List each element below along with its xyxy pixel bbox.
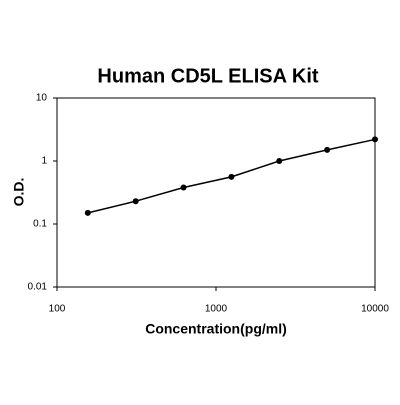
data-point (228, 173, 235, 180)
x-tick-label: 10000 (361, 304, 389, 315)
y-axis-label: O.D. (11, 178, 27, 207)
y-tick-label: 1 (41, 156, 47, 167)
data-point (324, 146, 331, 153)
x-axis-label: Concentration(pg/ml) (145, 321, 287, 337)
y-tick-label: 0.01 (28, 282, 48, 293)
x-tick-label: 1000 (205, 304, 228, 315)
data-point (276, 158, 283, 164)
x-tick-label: 100 (49, 304, 66, 315)
data-point (132, 198, 139, 205)
y-tick-label: 0.1 (33, 219, 47, 230)
chart-title: Human CD5L ELISA Kit (97, 65, 318, 87)
y-tick-label: 10 (36, 93, 48, 104)
data-point (180, 184, 187, 191)
data-point (372, 136, 378, 143)
plot-frame (56, 97, 376, 288)
data-point (84, 209, 91, 216)
